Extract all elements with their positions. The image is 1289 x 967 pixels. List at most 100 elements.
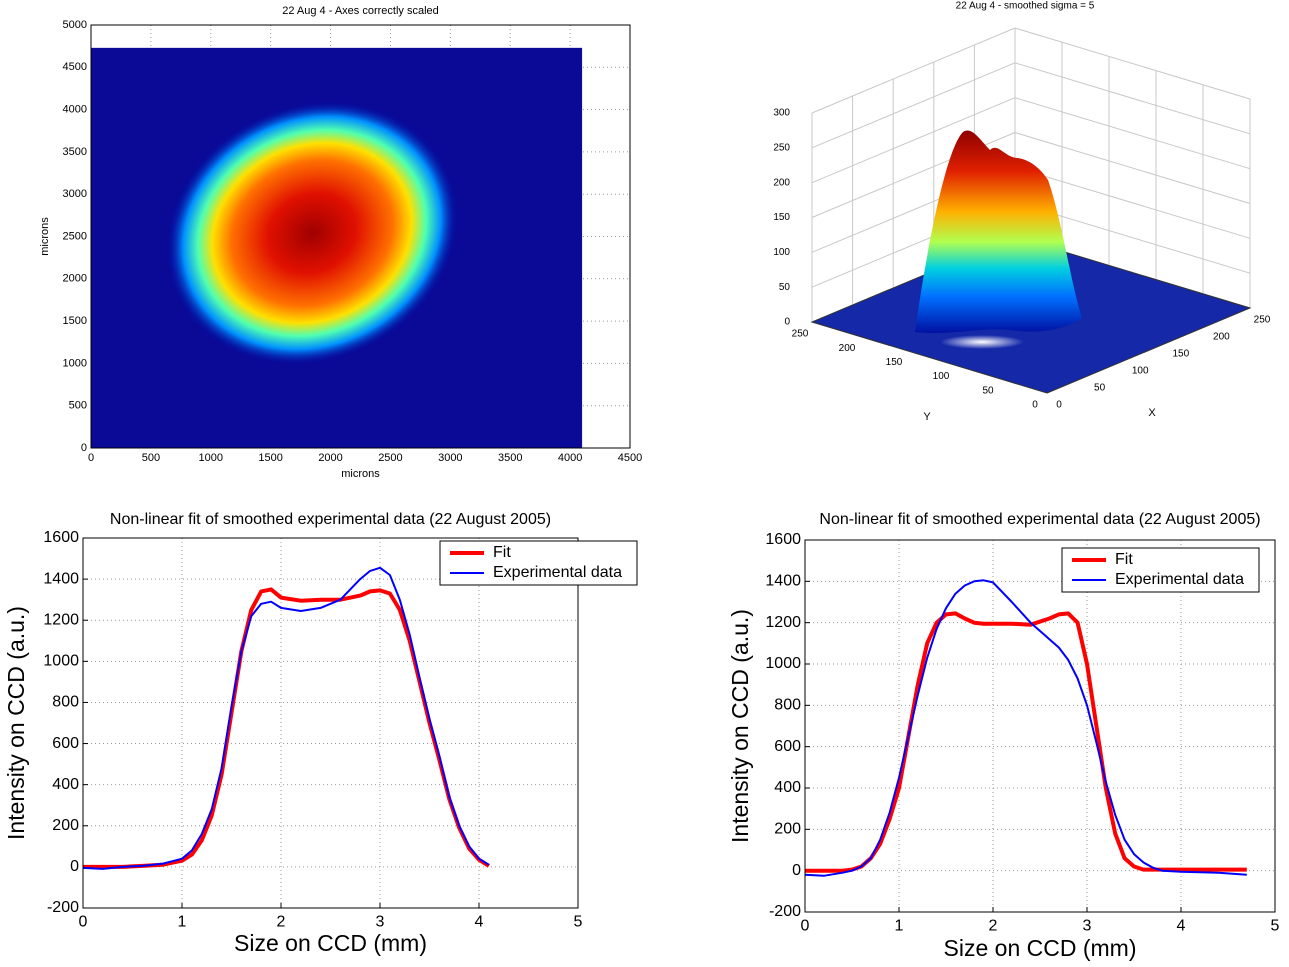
x-tick-label: 50 [1094, 383, 1106, 394]
legend-label: Fit [493, 544, 511, 561]
y-tick-label: 1000 [63, 357, 87, 369]
y-tick-label: 400 [774, 779, 801, 796]
y-tick-label: 1600 [765, 531, 801, 548]
plot-area [805, 540, 1275, 912]
y-tick-label: 800 [774, 697, 801, 714]
z-tick-label: 300 [773, 108, 790, 119]
y-tick-label: 200 [774, 821, 801, 838]
x-tick-label: 100 [1132, 366, 1149, 377]
y-tick-label: 150 [886, 357, 903, 368]
x-tick-label: 0 [801, 918, 810, 935]
grid-line [1014, 62, 1251, 135]
x-tick-label: 250 [1254, 315, 1271, 326]
x-axis-label: microns [341, 468, 380, 480]
y-tick-label: 500 [69, 400, 87, 412]
plot-frame [82, 537, 579, 909]
y-axis-label: Intensity on CCD (a.u.) [727, 609, 753, 843]
z-tick-label: 100 [773, 247, 790, 258]
y-tick-label: 2000 [63, 273, 87, 285]
y-tick-label: 1000 [765, 655, 801, 672]
surface-glow [940, 335, 1024, 349]
x-axis-label: Size on CCD (mm) [234, 930, 427, 956]
grid-line [811, 62, 1016, 149]
grid-line [1014, 27, 1251, 100]
x-tick-label: 3500 [498, 452, 522, 464]
y-tick-label: 4000 [63, 104, 87, 116]
y-tick-label: 1200 [765, 614, 801, 631]
y-tick-label: 3500 [63, 146, 87, 158]
grid-line [1014, 132, 1251, 204]
legend-label: Experimental data [493, 564, 622, 581]
y-tick-label: 5000 [63, 19, 87, 31]
x-tick-label: 5 [574, 914, 583, 931]
y-tick-label: 1000 [43, 653, 79, 670]
y-tick-label: 400 [52, 776, 79, 793]
x-tick-label: 2 [989, 918, 998, 935]
x-tick-label: 3 [1083, 918, 1092, 935]
y-tick-label: 0 [792, 862, 801, 879]
z-tick-label: 0 [784, 317, 790, 328]
y-axis-label: Y [923, 411, 931, 423]
grid-line [811, 97, 1016, 184]
y-tick-label: 600 [52, 735, 79, 752]
y-tick-label: 200 [839, 343, 856, 354]
x-tick-label: 150 [1172, 349, 1189, 360]
x-tick-label: 1 [178, 914, 187, 931]
x-tick-label: 1500 [258, 452, 282, 464]
z-tick-label: 250 [773, 142, 790, 153]
y-tick-label: 2500 [63, 230, 87, 242]
y-tick-label: 1400 [765, 573, 801, 590]
chart-title: Non-linear fit of smoothed experimental … [819, 511, 1260, 528]
x-tick-label: 0 [88, 452, 94, 464]
data-line [805, 611, 1247, 873]
z-tick-label: 200 [773, 177, 790, 188]
x-tick-label: 3 [376, 914, 385, 931]
x-tick-label: 2 [277, 914, 286, 931]
x-tick-label: 1 [895, 918, 904, 935]
y-tick-label: 1400 [43, 570, 79, 587]
beam-spot [165, 100, 459, 366]
x-tick-label: 500 [142, 452, 160, 464]
surface-peak [915, 130, 1082, 334]
chart-title: 22 Aug 4 - smoothed sigma = 5 [956, 1, 1095, 12]
y-tick-label: 1200 [43, 611, 79, 628]
y-tick-label: 800 [52, 694, 79, 711]
chart-title: 22 Aug 4 - Axes correctly scaled [282, 5, 439, 17]
x-tick-label: 0 [79, 914, 88, 931]
y-tick-label: 200 [52, 817, 79, 834]
data-line [804, 579, 1247, 877]
x-tick-label: 200 [1213, 332, 1230, 343]
x-tick-label: 2000 [318, 452, 342, 464]
y-tick-label: 3000 [63, 188, 87, 200]
y-tick-label: 4500 [63, 61, 87, 73]
x-tick-label: 4000 [558, 452, 582, 464]
chart-title: Non-linear fit of smoothed experimental … [110, 511, 551, 528]
grid-line [811, 27, 1016, 114]
x-axis-label: Size on CCD (mm) [944, 935, 1137, 961]
x-tick-label: 0 [1056, 400, 1062, 411]
data-line [82, 566, 490, 870]
y-tick-label: -200 [47, 899, 79, 916]
y-tick-label: 0 [70, 858, 79, 875]
grid-line [1014, 97, 1251, 170]
grid-line [1014, 166, 1251, 239]
x-axis-label: X [1148, 407, 1156, 419]
x-tick-label: 4 [1177, 918, 1186, 935]
legend-label: Fit [1115, 551, 1133, 568]
y-tick-label: 1600 [43, 529, 79, 546]
plot-area [83, 538, 578, 908]
y-tick-label: 0 [81, 442, 87, 454]
y-tick-label: 100 [933, 371, 950, 382]
x-tick-label: 1000 [199, 452, 223, 464]
y-axis-label: Intensity on CCD (a.u.) [3, 606, 29, 840]
y-tick-label: 50 [982, 385, 994, 396]
x-tick-label: 4 [475, 914, 484, 931]
y-tick-label: 250 [792, 329, 809, 340]
plot-frame [90, 24, 631, 449]
y-axis-label: microns [39, 217, 51, 256]
y-tick-label: 0 [1032, 400, 1038, 411]
z-tick-label: 50 [779, 282, 791, 293]
x-tick-label: 2500 [378, 452, 402, 464]
z-tick-label: 150 [773, 212, 790, 223]
